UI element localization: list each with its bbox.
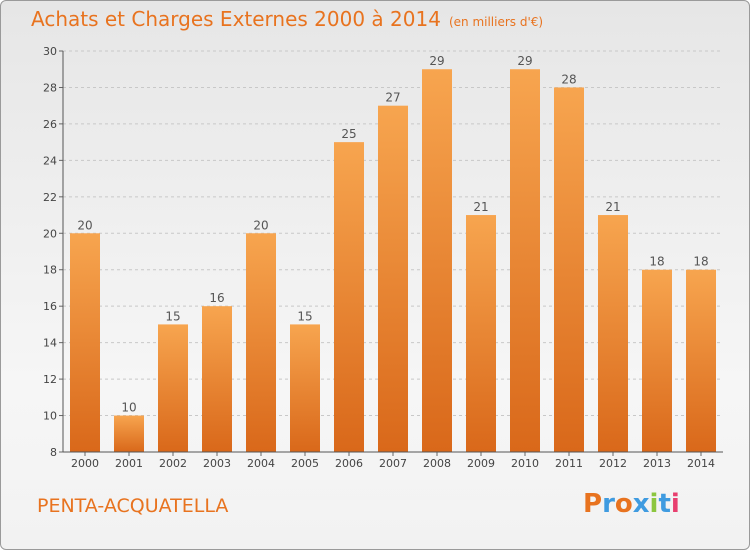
logo-letter: x bbox=[632, 489, 650, 519]
chart-title-text: Achats et Charges Externes 2000 à 2014 bbox=[31, 7, 441, 31]
y-tick-label: 20 bbox=[43, 227, 57, 240]
bar-value-label: 29 bbox=[517, 54, 532, 68]
x-tick-label: 2001 bbox=[115, 457, 143, 470]
y-tick-label: 28 bbox=[43, 81, 57, 94]
bar bbox=[598, 215, 628, 452]
bar-value-label: 27 bbox=[385, 91, 400, 105]
bar bbox=[686, 269, 716, 452]
bar bbox=[114, 415, 144, 452]
x-tick-label: 2007 bbox=[379, 457, 407, 470]
bar-value-label: 15 bbox=[165, 309, 180, 323]
bar-value-label: 10 bbox=[121, 401, 136, 415]
x-tick-label: 2011 bbox=[555, 457, 583, 470]
logo-letter: t bbox=[658, 489, 671, 519]
x-tick-label: 2014 bbox=[687, 457, 715, 470]
x-tick-label: 2010 bbox=[511, 457, 539, 470]
bars: 20 10 15 16 20 15 25 27 29 21 29 28 21 18 18 bbox=[70, 54, 716, 453]
bar-value-label: 25 bbox=[341, 127, 356, 141]
x-tick-label: 2005 bbox=[291, 457, 319, 470]
bar bbox=[422, 69, 452, 453]
bar bbox=[290, 324, 320, 452]
bar bbox=[158, 324, 188, 452]
y-tick-label: 16 bbox=[43, 300, 57, 313]
y-tick-label: 8 bbox=[50, 446, 57, 459]
x-tick-label: 2013 bbox=[643, 457, 671, 470]
bar bbox=[554, 87, 584, 453]
bar bbox=[70, 233, 100, 452]
bar bbox=[202, 306, 232, 452]
x-tick-label: 2008 bbox=[423, 457, 451, 470]
bar-value-label: 28 bbox=[561, 72, 576, 86]
x-tick-label: 2004 bbox=[247, 457, 275, 470]
bar-value-label: 29 bbox=[429, 54, 444, 68]
bar-value-label: 21 bbox=[605, 200, 620, 214]
bar-value-label: 21 bbox=[473, 200, 488, 214]
y-tick-label: 18 bbox=[43, 264, 57, 277]
logo-letter: r bbox=[602, 489, 615, 519]
proxiti-logo: Proxiti bbox=[583, 489, 680, 519]
commune-name: PENTA-ACQUATELLA bbox=[37, 495, 229, 517]
chart-unit: (en milliers d'€) bbox=[448, 15, 544, 29]
logo-letter: i bbox=[670, 489, 680, 519]
bar-value-label: 15 bbox=[297, 309, 312, 323]
y-tick-label: 26 bbox=[43, 118, 57, 131]
logo-letter: P bbox=[583, 489, 603, 519]
x-tick-label: 2006 bbox=[335, 457, 363, 470]
bar bbox=[466, 215, 496, 452]
bar-value-label: 18 bbox=[649, 255, 664, 269]
bar bbox=[378, 105, 408, 452]
bar bbox=[510, 69, 540, 453]
logo-letter: o bbox=[614, 489, 633, 519]
bar-value-label: 20 bbox=[77, 218, 92, 232]
bar bbox=[642, 269, 672, 452]
chart-title: Achats et Charges Externes 2000 à 2014 (e… bbox=[31, 7, 543, 31]
logo-letter: i bbox=[649, 489, 659, 519]
y-tick-label: 30 bbox=[43, 45, 57, 58]
axes: 8 10 12 14 16 18 20 22 24 26 28 30 2000 2001 2002 2003 2… bbox=[43, 45, 723, 470]
bar bbox=[334, 142, 364, 453]
y-tick-label: 24 bbox=[43, 154, 57, 167]
bar-value-label: 16 bbox=[209, 291, 224, 305]
bar bbox=[246, 233, 276, 452]
y-tick-label: 10 bbox=[43, 410, 57, 423]
x-tick-label: 2002 bbox=[159, 457, 187, 470]
x-tick-label: 2000 bbox=[71, 457, 99, 470]
bar-value-label: 20 bbox=[253, 218, 268, 232]
x-tick-label: 2009 bbox=[467, 457, 495, 470]
y-tick-label: 14 bbox=[43, 337, 57, 350]
bar-value-label: 18 bbox=[693, 255, 708, 269]
y-tick-label: 12 bbox=[43, 373, 57, 386]
y-tick-label: 22 bbox=[43, 191, 57, 204]
x-tick-label: 2003 bbox=[203, 457, 231, 470]
x-tick-label: 2012 bbox=[599, 457, 627, 470]
